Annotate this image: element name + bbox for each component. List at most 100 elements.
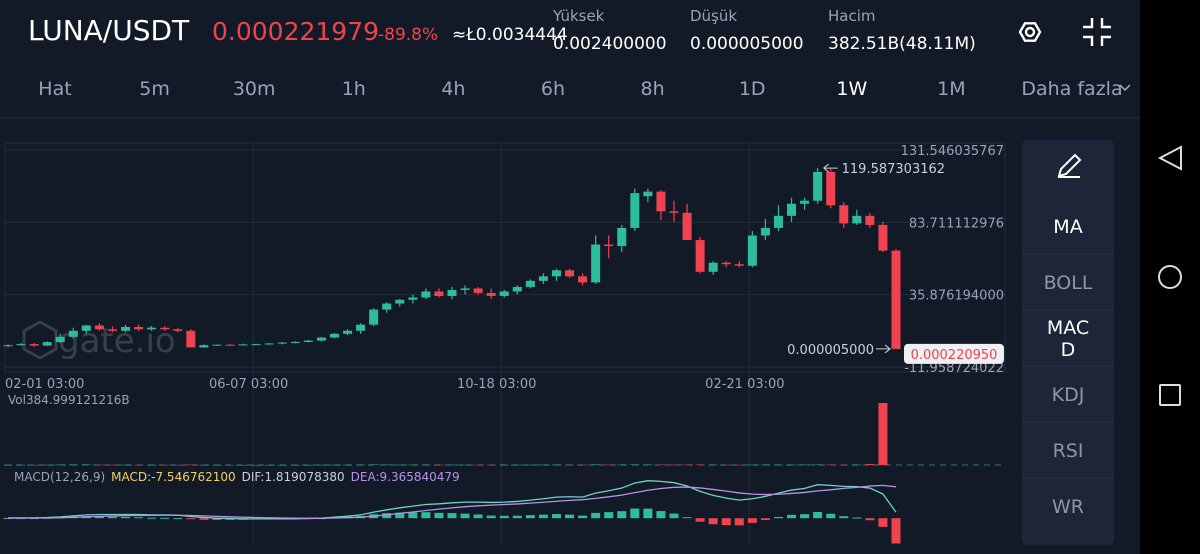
x-tick-label: 02-01 03:00 [5, 377, 84, 392]
candle-body [212, 344, 222, 346]
macd-bar [551, 514, 561, 519]
macd-bar [134, 517, 144, 519]
nav-back[interactable] [1157, 145, 1182, 171]
candle-body [434, 291, 444, 296]
candle-body [303, 340, 313, 342]
candle-body [251, 344, 261, 346]
volume-bar [591, 464, 601, 466]
candle-body [147, 327, 157, 330]
timeframe-tab[interactable]: Hat [38, 78, 72, 100]
candle-body [773, 215, 783, 228]
indicator-tab[interactable]: BOLL [1022, 254, 1114, 310]
timeframe-tab[interactable]: Daha fazla [1021, 78, 1123, 100]
candle-body [329, 333, 339, 338]
macd-bar [186, 518, 196, 520]
timeframe-tab[interactable]: 6h [540, 78, 566, 100]
macd-legend-item: MACD:-7.546762100 [111, 470, 236, 484]
timeframe-tab[interactable]: 30m [232, 78, 276, 100]
volume-bar [578, 464, 588, 466]
macd-bar [604, 512, 614, 519]
candle-body [604, 244, 614, 247]
indicator-tab[interactable]: MACD [1022, 310, 1114, 366]
timeframe-tab[interactable]: 1h [341, 78, 366, 100]
volume-bar [264, 464, 274, 466]
timeframe-tab[interactable]: 8h [640, 78, 665, 100]
x-tick-label: 02-21 03:00 [705, 377, 784, 392]
volume-bar [225, 464, 235, 466]
volume-bar [447, 464, 457, 466]
candle-body [734, 264, 744, 266]
macd-bar [578, 515, 588, 519]
candle-body [591, 244, 601, 283]
candle-body [695, 240, 705, 272]
y-tick-label: 35.876194000 [909, 289, 1004, 304]
candle-body [813, 171, 823, 201]
nav-recent[interactable] [1159, 384, 1181, 406]
macd-bar [760, 518, 770, 521]
indicator-tab[interactable]: RSI [1022, 422, 1114, 478]
volume-bar [682, 464, 692, 466]
low-label: 0.000005000 [787, 343, 874, 358]
candle-body [81, 325, 91, 331]
volume-bar [826, 464, 836, 466]
settings-icon[interactable] [1018, 22, 1042, 42]
macd-bar [891, 518, 901, 544]
candle-body [800, 200, 810, 204]
candle-body [290, 341, 300, 343]
volume-bar [721, 464, 731, 466]
volume-bar [773, 464, 783, 466]
pair: LUNA/USDT [28, 14, 190, 47]
indicator-label: MA [1053, 215, 1083, 238]
indicator-tab[interactable]: WR [1022, 478, 1114, 534]
volume-bar [878, 403, 888, 465]
volume-bar [813, 464, 823, 466]
volume-bar [147, 464, 157, 466]
candle-body [669, 211, 679, 213]
macd-bar [447, 513, 457, 519]
candle-body [747, 235, 757, 266]
volume-label: Vol384.999121216B [8, 393, 130, 407]
candle-body [473, 288, 483, 293]
volume-bar [3, 464, 13, 466]
macd-bar [656, 511, 666, 519]
timeframe-tab[interactable]: 1W [836, 78, 868, 100]
volume-bar [708, 464, 718, 466]
volume-bar [512, 464, 522, 466]
nav-home[interactable] [1158, 265, 1182, 289]
macd-bar [160, 517, 170, 519]
x-tick-label: 10-18 03:00 [457, 377, 536, 392]
timeframe-tab[interactable]: 1M [937, 78, 966, 100]
indicator-tab[interactable]: MA [1022, 199, 1114, 254]
candle-body [199, 345, 209, 348]
macd-legend: MACD(12,26,9) MACD:-7.546762100 DIF:1.8190… [14, 470, 460, 484]
macd-bar [878, 518, 888, 527]
y-tick-label: 131.546035767 [901, 144, 1004, 159]
volume-bar [121, 464, 131, 466]
timeframe-tab[interactable]: 4h [441, 78, 466, 100]
volume-bar [643, 464, 653, 466]
candle-body [382, 303, 392, 310]
candle-body [865, 215, 875, 225]
volume-bar [16, 464, 26, 466]
macd-bar [630, 508, 640, 519]
indicator-tab[interactable]: KDJ [1022, 366, 1114, 422]
candle-body [421, 291, 431, 298]
candle-body [551, 270, 561, 277]
indicator-label: KDJ [1051, 383, 1085, 406]
macd-bar [173, 518, 183, 520]
volume-bar [160, 464, 170, 466]
macd-bar [147, 517, 157, 519]
collapse-icon[interactable] [1083, 18, 1111, 46]
timeframe-tab[interactable]: 1D [738, 78, 766, 100]
timeframe-tab[interactable]: 5m [139, 78, 170, 100]
y-tick-label: 83.711112976 [909, 216, 1004, 231]
candle-body [3, 345, 13, 347]
macd-bar [565, 514, 575, 519]
candle-body [225, 344, 235, 346]
candle-body [787, 203, 797, 216]
watermark: gate.io [58, 321, 176, 361]
volume-bar [538, 464, 548, 466]
draw-tool[interactable] [1022, 140, 1114, 195]
macd-bar [826, 513, 836, 519]
